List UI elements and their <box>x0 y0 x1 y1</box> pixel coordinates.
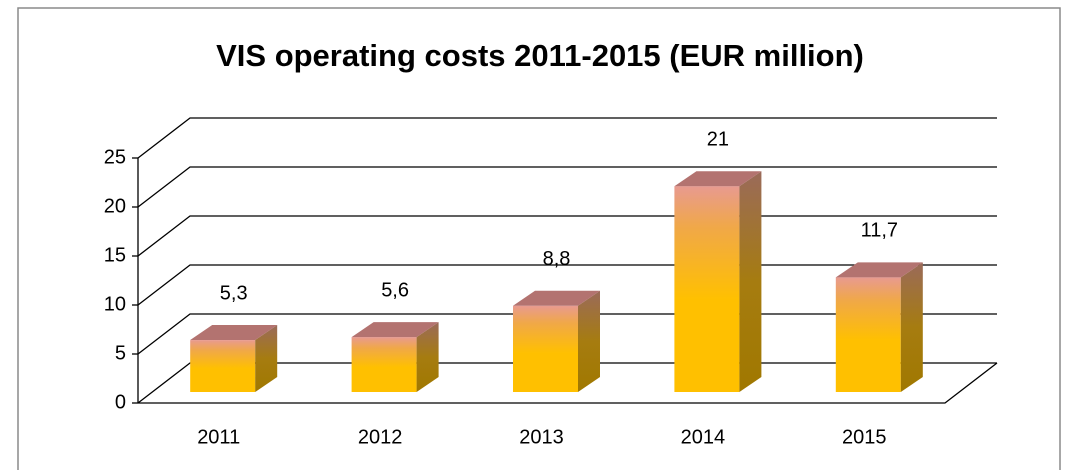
grid-line <box>137 166 997 208</box>
floor <box>138 362 998 404</box>
chart-title: VIS operating costs 2011-2015 (EUR milli… <box>216 38 864 73</box>
bar-side <box>255 325 278 392</box>
bar-top <box>674 171 762 187</box>
bar-side <box>416 322 439 392</box>
bar-top <box>351 322 439 338</box>
bar <box>190 340 256 392</box>
bar-top <box>513 290 600 306</box>
data-label: 21 <box>707 128 729 150</box>
data-label: 8,8 <box>543 248 571 270</box>
y-tick-label: 10 <box>104 293 126 315</box>
y-tick-label: 20 <box>104 195 126 217</box>
bar <box>351 337 417 392</box>
data-label: 5,3 <box>220 282 248 304</box>
bar-side <box>578 290 600 392</box>
data-label: 11,7 <box>861 220 898 242</box>
bar-side <box>900 262 923 392</box>
y-tick-label: 15 <box>104 244 126 266</box>
x-tick-label: 2015 <box>842 426 887 448</box>
y-tick-label: 5 <box>115 342 126 364</box>
x-tick-label: 2013 <box>519 426 564 448</box>
data-label: 5,6 <box>381 279 409 301</box>
bar-top <box>190 325 278 341</box>
bar <box>513 305 578 392</box>
x-tick-label: 2011 <box>197 426 240 448</box>
bar <box>674 186 740 392</box>
x-tick-label: 2012 <box>358 426 403 448</box>
x-tick-label: 2014 <box>681 426 726 448</box>
bar <box>835 277 901 392</box>
y-tick-label: 0 <box>115 391 126 413</box>
bar-top <box>835 262 923 278</box>
bar-side <box>739 171 762 392</box>
y-tick-label: 25 <box>104 146 126 168</box>
chart-border <box>17 7 1061 470</box>
grid-line <box>137 117 997 159</box>
